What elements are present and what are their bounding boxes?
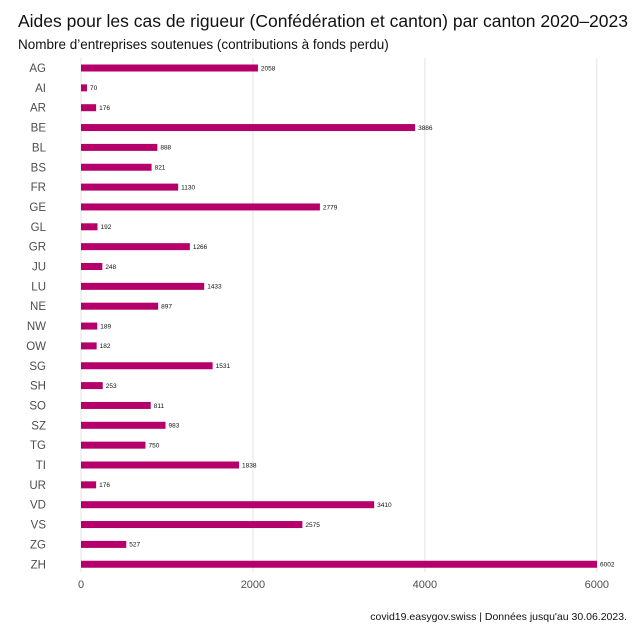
bar (81, 183, 179, 191)
bar (81, 223, 98, 231)
value-label: 888 (160, 145, 171, 152)
x-tick-label: 2000 (241, 579, 265, 591)
bar (81, 461, 240, 469)
value-label: 2058 (261, 65, 276, 72)
value-labels: 2058 70 176 3886 888 821 1130 2779 192 1266 248 143… (90, 65, 615, 568)
value-label: 182 (100, 343, 111, 350)
category-label: UR (29, 480, 46, 492)
source-caption: covid19.easygov.swiss | Données jusqu'au… (370, 611, 627, 623)
bar (81, 481, 97, 489)
chart-subtitle: Nombre d’entreprises soutenues (contribu… (18, 37, 389, 52)
bar (81, 322, 98, 330)
category-label: GL (31, 222, 47, 234)
bar (81, 560, 597, 568)
category-label: JU (32, 262, 46, 274)
category-label: BL (32, 142, 47, 154)
bar (81, 243, 190, 251)
value-label: 6002 (600, 562, 615, 569)
bar (81, 203, 320, 211)
bar (81, 263, 103, 270)
value-label: 192 (101, 224, 112, 231)
category-label: BS (31, 162, 47, 174)
value-label: 70 (90, 85, 98, 92)
category-label: VD (30, 500, 46, 512)
category-label: OW (26, 341, 46, 353)
category-label: NE (30, 301, 46, 313)
bar (81, 64, 258, 72)
category-label: SO (29, 400, 46, 412)
category-label: BE (31, 123, 47, 135)
category-label: VS (31, 520, 47, 532)
value-label: 897 (161, 304, 172, 311)
category-label: SG (29, 361, 46, 373)
category-label: AI (35, 83, 46, 95)
bar (81, 382, 103, 390)
bar (81, 282, 205, 290)
category-label: TG (30, 440, 46, 452)
bar (81, 441, 146, 449)
value-label: 821 (155, 165, 166, 172)
chart-title: Aides pour les cas de rigueur (Confédéra… (18, 11, 628, 31)
value-label: 189 (100, 323, 111, 330)
category-label: GR (29, 242, 46, 254)
value-label: 1433 (207, 284, 222, 291)
bar (81, 143, 158, 151)
category-label: NW (27, 321, 46, 333)
value-label: 1838 (242, 462, 257, 469)
bar (81, 302, 159, 310)
value-label: 248 (105, 264, 116, 271)
x-tick-label: 4000 (413, 579, 437, 591)
value-label: 176 (99, 105, 110, 112)
value-label: 527 (129, 542, 140, 549)
gridlines (80, 58, 598, 572)
value-label: 3410 (377, 502, 392, 509)
category-label: AR (30, 103, 46, 115)
bar (81, 342, 97, 350)
value-label: 176 (99, 482, 110, 489)
category-label: ZG (30, 539, 46, 551)
value-label: 1531 (216, 363, 231, 370)
category-labels: AG AI AR BE BL BS FR GE GL GR JU LU NE NW OW SG SH SO SZ TG… (26, 63, 46, 571)
bar (81, 104, 97, 112)
value-label: 3886 (418, 125, 433, 132)
bar (81, 540, 127, 548)
bar (81, 124, 416, 132)
x-tick-label: 0 (78, 579, 84, 591)
bar (81, 421, 166, 429)
bar (81, 501, 375, 509)
bar (81, 521, 303, 529)
value-label: 811 (154, 403, 165, 410)
x-axis-ticks: 0 2000 4000 6000 (78, 579, 609, 591)
category-label: SH (30, 381, 46, 393)
bars (81, 64, 597, 568)
value-label: 983 (169, 423, 180, 430)
category-label: ZH (31, 559, 46, 571)
value-label: 750 (148, 442, 159, 449)
value-label: 1130 (181, 184, 195, 191)
bar (81, 401, 151, 409)
category-label: GE (29, 202, 46, 214)
category-label: LU (31, 281, 46, 293)
bar (81, 84, 88, 92)
category-label: TI (36, 460, 46, 472)
bar (81, 163, 152, 171)
value-label: 253 (106, 383, 117, 390)
bar (81, 362, 213, 370)
value-label: 2575 (305, 522, 320, 529)
category-label: SZ (31, 420, 46, 432)
category-label: AG (29, 63, 46, 75)
category-label: FR (31, 182, 46, 194)
x-tick-label: 6000 (585, 579, 609, 591)
value-label: 1266 (193, 244, 208, 251)
value-label: 2779 (323, 204, 338, 211)
